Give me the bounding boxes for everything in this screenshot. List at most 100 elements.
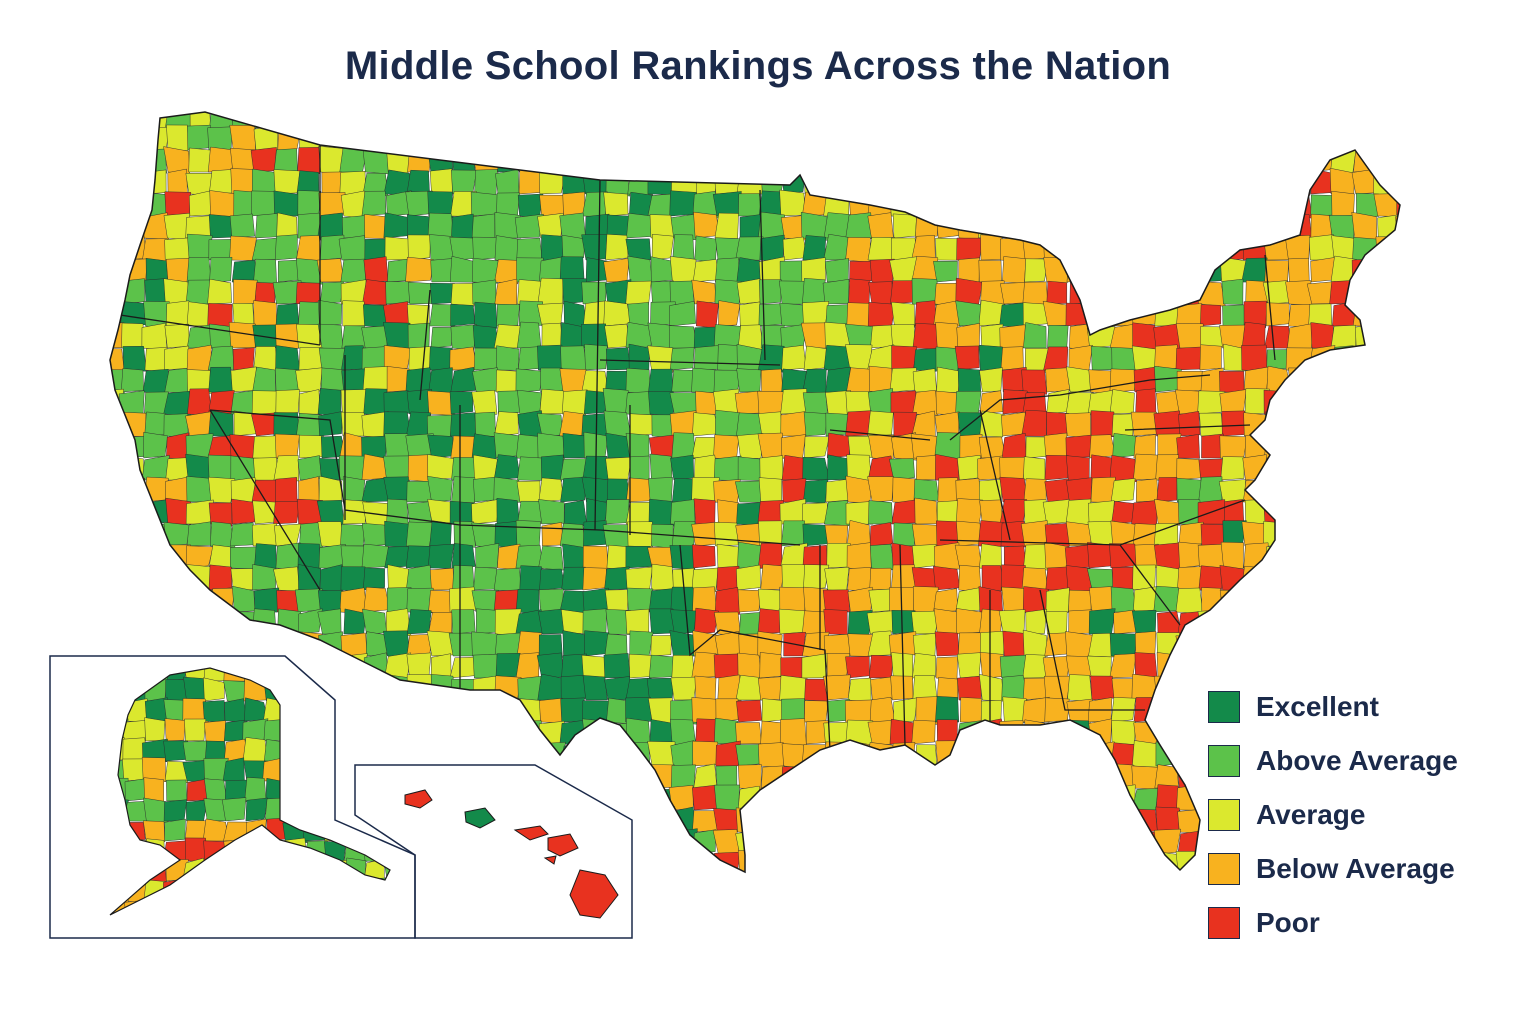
county-cell: [184, 718, 207, 742]
county-cell: [1221, 127, 1246, 151]
county-cell: [340, 740, 368, 767]
county-cell: [275, 323, 299, 349]
county-cell: [224, 719, 246, 742]
county-cell: [384, 762, 412, 789]
county-cell: [518, 146, 542, 173]
county-cell: [1135, 191, 1159, 217]
county-cell: [405, 127, 433, 151]
county-cell: [890, 808, 918, 833]
county-cell: [582, 828, 610, 855]
county-cell: [779, 718, 807, 746]
county-cell: [164, 323, 190, 349]
county-cell: [1153, 699, 1180, 723]
county-cell: [1328, 522, 1356, 549]
county-cell: [1308, 477, 1336, 505]
county-cell: [736, 169, 764, 195]
county-cell: [1176, 434, 1200, 459]
county-cell: [1373, 281, 1400, 305]
county-cell: [231, 498, 256, 525]
county-cell: [561, 389, 588, 416]
county-cell: [449, 256, 476, 283]
county-cell: [1177, 763, 1204, 789]
county-cell: [1131, 234, 1159, 261]
county-cell: [141, 455, 170, 481]
county-cell: [1373, 343, 1400, 372]
county-cell: [846, 832, 874, 857]
county-cell: [1176, 784, 1200, 811]
county-cell: [539, 148, 566, 174]
county-cell: [450, 112, 474, 130]
county-cell: [162, 840, 188, 862]
county-cell: [736, 257, 762, 283]
county-cell: [1044, 632, 1068, 657]
county-cell: [736, 412, 763, 437]
county-cell: [582, 608, 607, 635]
county-cell: [1043, 786, 1069, 812]
county-cell: [625, 112, 653, 129]
county-cell: [1044, 541, 1070, 570]
county-cell: [1263, 476, 1291, 503]
legend-label-above-average: Above Average: [1256, 745, 1458, 776]
county-cell: [1307, 149, 1333, 173]
county-cell: [1285, 146, 1314, 173]
county-cell: [584, 112, 608, 129]
county-cell: [1373, 193, 1400, 217]
county-cell: [734, 390, 761, 415]
county-cell: [779, 147, 808, 174]
county-cell: [163, 278, 191, 305]
county-cell: [1330, 414, 1358, 437]
county-cell: [934, 784, 962, 811]
county-cell: [361, 543, 390, 569]
county-cell: [823, 784, 850, 811]
county-cell: [1021, 369, 1048, 395]
county-cell: [1333, 123, 1358, 151]
county-cell: [163, 608, 192, 635]
county-cell: [1329, 586, 1356, 613]
county-cell: [714, 521, 739, 547]
county-cell: [1175, 851, 1204, 872]
county-cell: [936, 366, 961, 393]
county-cell: [626, 212, 653, 239]
county-cell: [536, 413, 564, 437]
county-cell: [209, 256, 233, 283]
county-cell: [471, 125, 495, 152]
county-cell: [316, 500, 345, 526]
county-cell: [625, 546, 652, 569]
county-cell: [780, 434, 806, 459]
county-cell: [1024, 829, 1049, 857]
county-cell: [366, 697, 389, 722]
county-cell: [1266, 631, 1291, 657]
county-cell: [736, 278, 763, 305]
county-cell: [957, 368, 981, 394]
county-cell: [1396, 610, 1400, 637]
county-cell: [1042, 499, 1070, 525]
county-cell: [1154, 498, 1182, 526]
county-cell: [493, 324, 522, 349]
county-cell: [163, 391, 192, 417]
county-cell: [233, 279, 258, 305]
county-cell: [1109, 389, 1135, 415]
county-cell: [692, 112, 716, 130]
county-cell: [1153, 112, 1180, 129]
county-cell: [758, 875, 785, 899]
county-cell: [1068, 171, 1093, 195]
county-cell: [428, 590, 454, 615]
county-cell: [1352, 126, 1377, 153]
county-cell: [823, 192, 850, 217]
county-cell: [343, 900, 367, 915]
county-cell: [282, 778, 308, 804]
county-cell: [801, 146, 828, 173]
county-cell: [1395, 432, 1400, 459]
county-cell: [406, 521, 434, 547]
county-cell: [252, 366, 276, 393]
county-cell: [1088, 832, 1116, 855]
county-cell: [252, 435, 279, 460]
county-cell: [780, 128, 807, 153]
legend-swatch-excellent: [1208, 691, 1240, 723]
county-cell: [242, 898, 268, 915]
county-cell: [119, 477, 147, 503]
county-cell: [295, 282, 321, 305]
county-cell: [1377, 112, 1400, 129]
county-cell: [933, 260, 958, 283]
county-cell: [185, 279, 211, 305]
